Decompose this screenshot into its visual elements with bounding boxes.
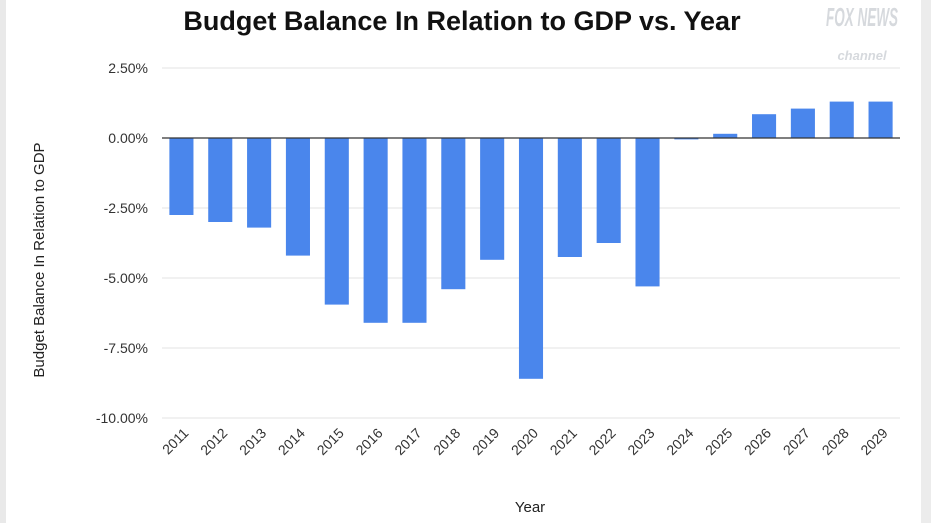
watermark-sub: channel [837,48,887,63]
bar-2012 [208,138,233,222]
x-tick-label: 2019 [469,425,502,458]
x-tick-label: 2028 [819,425,852,458]
x-tick-label: 2021 [547,425,580,458]
y-axis-ticks: 2.50% 0.00% -2.50% -5.00% -7.50% -10.00% [96,60,148,426]
left-edge-strip [0,0,6,523]
bar-2021 [557,138,582,257]
y-tick-label: 0.00% [108,130,148,146]
y-tick-label: 2.50% [108,60,148,76]
x-tick-label: 2027 [780,425,813,458]
bar-2016 [363,138,388,323]
bar-2029 [868,101,893,138]
bar-2020 [518,138,544,379]
x-tick-label: 2011 [159,425,192,458]
bar-2023 [635,138,660,287]
y-tick-label: -5.00% [104,270,148,286]
y-axis-label: Budget Balance In Relation to GDP [31,142,48,377]
y-tick-label: -7.50% [104,340,148,356]
watermark-brand: FOX NEWS [826,2,898,32]
bar-2018 [441,138,466,290]
x-tick-label: 2026 [741,425,774,458]
bar-2015 [324,138,349,305]
x-tick-label: 2029 [857,425,890,458]
x-tick-label: 2012 [197,425,230,458]
fox-news-watermark: FOX NEWS channel [826,2,898,63]
bar-2022 [596,138,621,243]
y-tick-label: -10.00% [96,410,148,426]
x-tick-label: 2013 [236,425,269,458]
bar-2024 [674,138,699,140]
chart-title: Budget Balance In Relation to GDP vs. Ye… [183,6,741,36]
x-tick-label: 2018 [430,425,463,458]
x-tick-label: 2025 [702,425,735,458]
x-axis-label: Year [515,499,545,516]
bar-2013 [247,138,272,228]
bar-2017 [402,138,427,323]
bar-2028 [829,101,854,138]
x-tick-label: 2017 [391,425,424,458]
x-tick-label: 2022 [585,425,618,458]
bar-2025 [713,133,738,138]
bar-2026 [752,114,777,138]
x-tick-label: 2016 [352,425,385,458]
x-tick-label: 2023 [624,425,657,458]
right-edge-strip [921,0,931,523]
x-tick-label: 2014 [275,425,308,458]
x-tick-label: 2015 [314,425,347,458]
x-axis-ticks: 2011 2012 2013 2014 2015 2016 2017 2018 2019 2020… [159,425,891,458]
bar-2027 [790,108,815,138]
bar-2019 [480,138,505,260]
bar-2014 [285,138,310,256]
bar-2011 [169,138,194,215]
y-tick-label: -2.50% [104,200,148,216]
bars [169,101,893,379]
x-tick-label: 2020 [508,425,541,458]
x-tick-label: 2024 [663,425,696,458]
